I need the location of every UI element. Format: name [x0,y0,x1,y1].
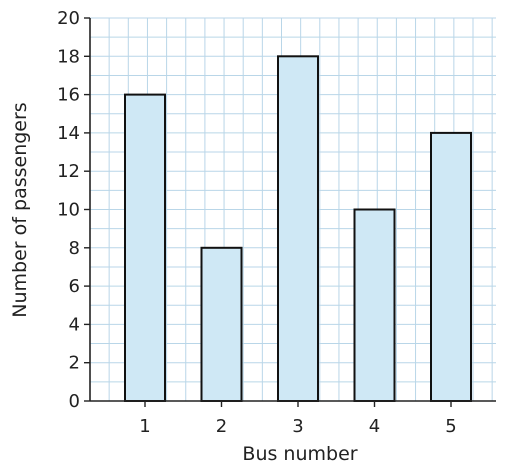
x-tick-label: 1 [139,416,150,437]
y-tick-label: 20 [57,8,80,29]
bars [124,55,472,403]
x-tick-label: 5 [445,416,456,437]
y-tick-label: 12 [57,161,80,182]
y-tick-labels: 0 2 4 6 8 10 12 14 16 18 20 [57,8,80,412]
x-tick-label: 2 [216,416,227,437]
x-tick-label: 3 [292,416,303,437]
y-tick-label: 18 [57,46,80,67]
y-tick-label: 14 [57,123,80,144]
bar-bus-3 [277,55,319,403]
bar-bus-2 [200,246,243,402]
bar-bus-1 [124,93,166,402]
y-tick-label: 4 [69,314,80,335]
x-tick-labels: 1 2 3 4 5 [139,416,456,437]
x-axis-label: Bus number [242,443,357,465]
bar-bus-5 [430,131,472,402]
axes [84,17,496,407]
bar-bus-4 [353,208,396,402]
x-tick-label: 4 [369,416,380,437]
y-tick-label: 16 [57,85,80,106]
y-tick-label: 8 [69,238,80,259]
y-tick-label: 2 [69,353,80,374]
y-tick-label: 0 [69,391,80,412]
y-axis-label: Number of passengers [9,102,31,317]
y-tick-label: 10 [57,200,80,221]
y-tick-label: 6 [69,276,80,297]
